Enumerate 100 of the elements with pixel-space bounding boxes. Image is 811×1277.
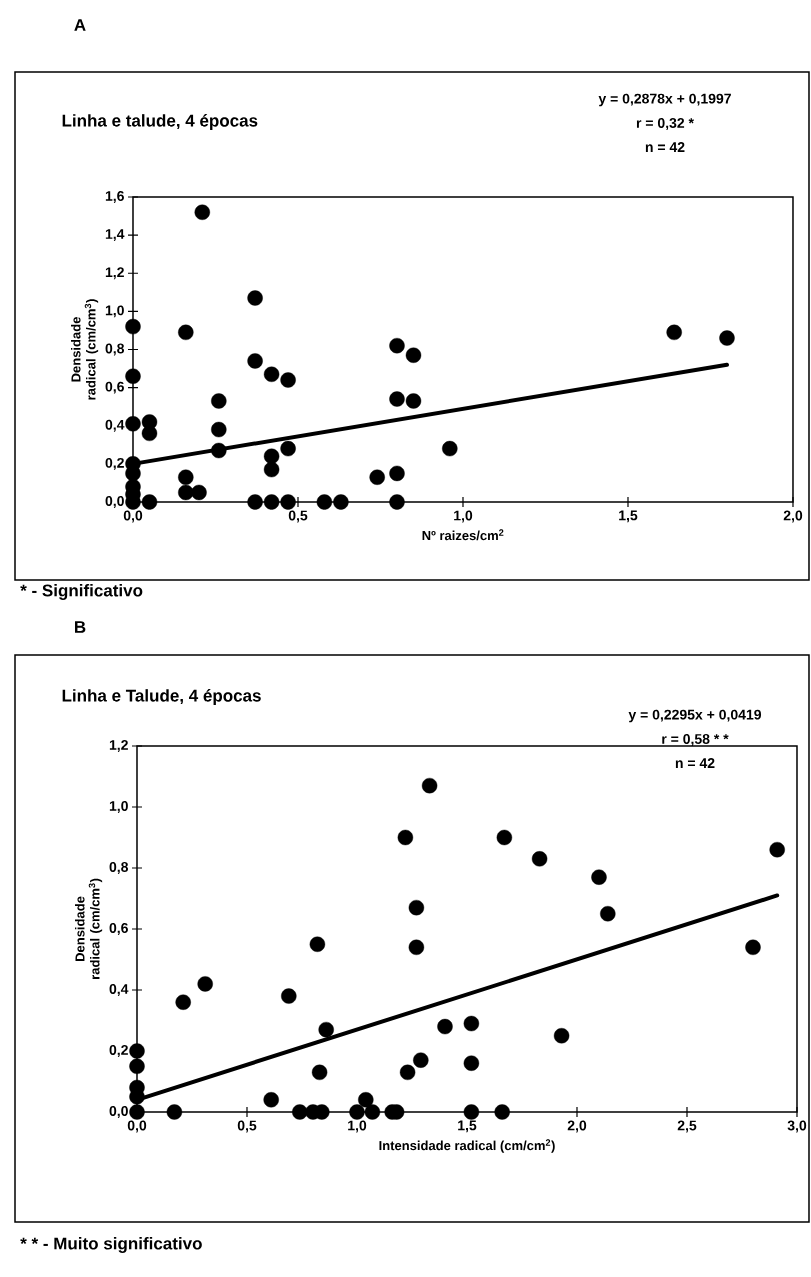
y-tick-label: 1,0 bbox=[105, 305, 124, 318]
point bbox=[463, 1055, 480, 1071]
point bbox=[141, 494, 158, 510]
point bbox=[211, 393, 227, 409]
point bbox=[281, 988, 297, 1004]
x-tick-label: 2,0 bbox=[567, 1120, 587, 1133]
y-tick-label: 1,0 bbox=[109, 801, 128, 813]
text: y = 0,2295x + 0,0419 bbox=[628, 709, 762, 723]
point bbox=[397, 829, 414, 846]
point bbox=[405, 347, 422, 363]
y-axis-title: Densidade radical (cm/cm$^{3}$) bbox=[75, 878, 103, 979]
text: * - Significativo bbox=[20, 584, 143, 600]
y-tick-label: 0,8 bbox=[105, 343, 125, 356]
point bbox=[129, 1104, 145, 1120]
point bbox=[280, 494, 296, 510]
point bbox=[211, 442, 227, 459]
point bbox=[364, 1104, 381, 1120]
point bbox=[600, 906, 616, 922]
point bbox=[316, 494, 333, 510]
point bbox=[263, 494, 280, 510]
y-tick-label: 0,8 bbox=[109, 862, 129, 874]
x-tick-label: 0,5 bbox=[288, 510, 308, 523]
x-tick-label: 1,5 bbox=[458, 1120, 477, 1133]
y-tick-label: 0,0 bbox=[105, 496, 124, 508]
point bbox=[263, 448, 280, 464]
y-tick-label: 0,2 bbox=[105, 457, 124, 470]
point bbox=[531, 851, 548, 867]
point bbox=[292, 1104, 308, 1120]
point bbox=[178, 484, 194, 501]
y-tick-label: 0,4 bbox=[105, 419, 125, 432]
y-tick-label: 0,2 bbox=[109, 1045, 128, 1057]
chart-title: Linha e talude, 4 épocas bbox=[62, 114, 258, 130]
point bbox=[125, 368, 141, 384]
point bbox=[318, 1021, 334, 1038]
y-tick-label: 0,0 bbox=[109, 1106, 128, 1118]
point bbox=[769, 841, 785, 858]
text: A bbox=[74, 19, 86, 31]
text: r = 0,58 * * bbox=[662, 734, 729, 746]
point bbox=[309, 936, 326, 952]
text: B bbox=[75, 621, 86, 633]
point bbox=[389, 337, 405, 354]
point bbox=[349, 1104, 365, 1120]
x-tick-label: 0,5 bbox=[237, 1120, 257, 1133]
point bbox=[125, 416, 141, 432]
x-axis-title: Nº raizes/cm$^{2}$ bbox=[422, 529, 504, 541]
point bbox=[494, 1104, 510, 1120]
point bbox=[496, 829, 513, 846]
point bbox=[358, 1092, 374, 1108]
y-tick-label: 0,6 bbox=[105, 381, 124, 394]
x-tick-label: 1,5 bbox=[619, 510, 638, 523]
y-tick-label: 1,4 bbox=[105, 229, 125, 242]
point bbox=[129, 1043, 145, 1059]
point bbox=[197, 976, 213, 992]
point bbox=[311, 1064, 328, 1081]
point bbox=[247, 494, 263, 510]
y-tick-label: 1,2 bbox=[109, 740, 128, 752]
point bbox=[333, 494, 349, 510]
point bbox=[263, 366, 280, 382]
point bbox=[442, 440, 458, 457]
x-tick-label: 1,0 bbox=[454, 510, 473, 523]
point bbox=[263, 461, 280, 478]
point bbox=[666, 324, 682, 341]
y-tick-label: 0,6 bbox=[109, 923, 128, 935]
point bbox=[463, 1104, 480, 1120]
point bbox=[408, 939, 425, 955]
point bbox=[719, 330, 735, 346]
point bbox=[280, 372, 296, 388]
x-tick-label: 2,5 bbox=[677, 1120, 697, 1133]
point bbox=[399, 1064, 416, 1081]
point bbox=[408, 899, 425, 916]
point bbox=[413, 1052, 429, 1068]
text: * * - Muito significativo bbox=[20, 1237, 202, 1253]
point bbox=[191, 484, 207, 501]
point bbox=[591, 869, 607, 885]
annotation: n = 42 bbox=[675, 758, 715, 768]
point bbox=[194, 204, 210, 220]
point bbox=[745, 939, 761, 955]
point bbox=[178, 469, 194, 485]
point bbox=[247, 353, 263, 369]
x-tick-label: 3,0 bbox=[787, 1120, 807, 1133]
point bbox=[125, 318, 141, 335]
x-axis-title: Intensidade radical (cm/cm$^{2}$) bbox=[379, 1139, 555, 1153]
y-tick-label: 0,4 bbox=[109, 984, 129, 996]
point bbox=[129, 1058, 145, 1074]
point bbox=[389, 465, 405, 482]
point bbox=[389, 494, 405, 510]
point bbox=[421, 777, 438, 794]
x-tick-label: 2,0 bbox=[783, 510, 803, 523]
text: r = 0,32 * bbox=[636, 118, 694, 130]
point bbox=[178, 324, 194, 341]
x-tick-label: 1,0 bbox=[348, 1120, 367, 1133]
text: y = 0,2878x + 0,1997 bbox=[598, 93, 731, 107]
text: n = 42 bbox=[645, 142, 685, 152]
point bbox=[389, 391, 405, 407]
point bbox=[405, 393, 422, 409]
point bbox=[437, 1018, 453, 1035]
point bbox=[263, 1092, 279, 1108]
point bbox=[211, 421, 227, 438]
point bbox=[175, 994, 191, 1010]
y-tick-label: 1,2 bbox=[105, 267, 124, 280]
